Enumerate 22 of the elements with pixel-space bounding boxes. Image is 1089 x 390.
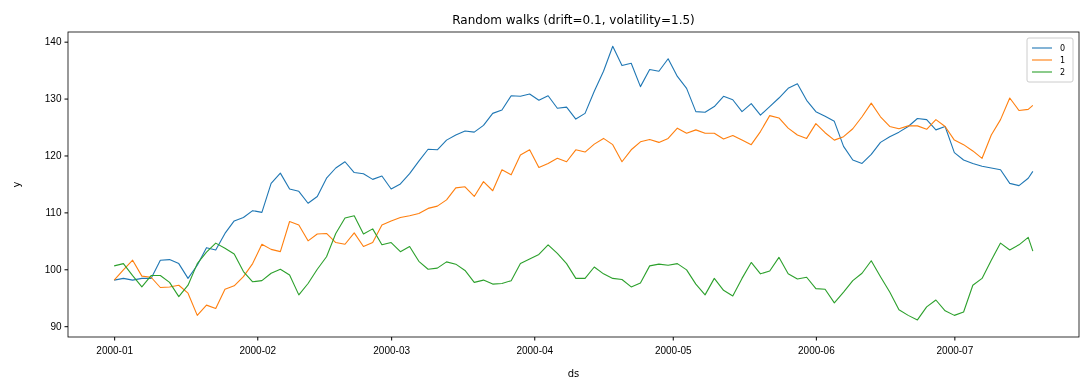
x-tick-label: 2000-04 — [516, 344, 554, 356]
line-series — [113, 97, 1034, 316]
x-tick-label: 2000-05 — [654, 344, 693, 356]
y-tick-label: 130 — [44, 93, 62, 105]
y-axis-title: y — [11, 181, 22, 188]
x-tick-label: 2000-01 — [96, 344, 134, 356]
legend-label: 0 — [1060, 44, 1066, 53]
x-axis-title: ds — [567, 368, 580, 379]
line-series — [113, 45, 1034, 281]
y-tick-label: 90 — [50, 320, 62, 332]
y-tick-label: 120 — [44, 150, 62, 162]
y-tick-label: 100 — [44, 263, 62, 275]
line-series — [113, 215, 1034, 321]
x-tick-label: 2000-06 — [798, 344, 836, 356]
y-tick-label: 110 — [45, 207, 62, 219]
legend-label: 1 — [1060, 56, 1066, 65]
x-tick-label: 2000-02 — [239, 344, 277, 356]
chart-title: Random walks (drift=0.1, volatility=1.5) — [452, 13, 695, 27]
y-tick-label: 140 — [44, 36, 62, 48]
x-tick-label: 2000-03 — [373, 344, 411, 356]
legend-label: 2 — [1060, 68, 1066, 77]
x-tick-label: 2000-07 — [936, 344, 974, 356]
